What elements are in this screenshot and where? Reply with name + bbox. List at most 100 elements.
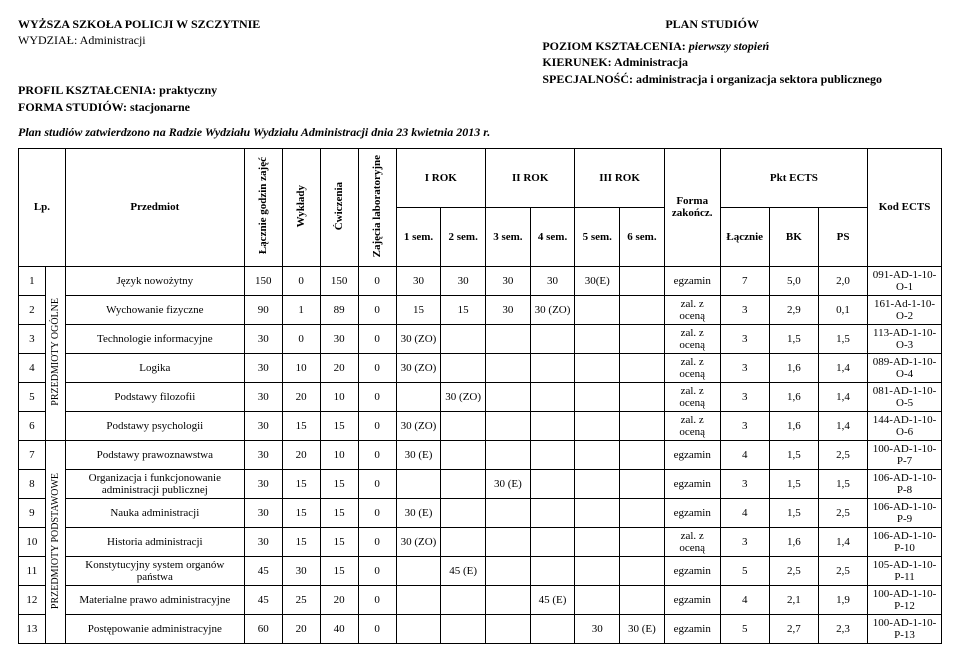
- cell-bk: 1,6: [769, 383, 818, 412]
- cell-form: egzamin: [664, 499, 720, 528]
- th-total-hours: Łącznie godzin zajęć: [244, 148, 282, 266]
- cell-s2: [441, 354, 486, 383]
- cell-wyk: 15: [282, 528, 320, 557]
- cell-wyk: 15: [282, 470, 320, 499]
- cell-subject: Organizacja i funkcjonowanie administrac…: [65, 470, 244, 499]
- group-ogolne-label: PRZEDMIOTY OGÓLNE: [50, 294, 61, 410]
- cell-s5: [575, 586, 620, 615]
- th-bk: BK: [769, 207, 818, 266]
- th-labs-text: Zajęcia laboratoryjne: [371, 151, 383, 261]
- cell-s6: [620, 557, 665, 586]
- cell-code: 161-Ad-1-10-O-2: [868, 296, 942, 325]
- cell-wyk: 1: [282, 296, 320, 325]
- cell-tot: 60: [244, 615, 282, 644]
- cell-s1: 30 (ZO): [396, 412, 441, 441]
- cell-lp: 2: [19, 296, 46, 325]
- cell-lab: 0: [358, 354, 396, 383]
- spec-line: SPECJALNOŚĆ: administracja i organizacja…: [542, 71, 882, 87]
- cell-lp: 8: [19, 470, 46, 499]
- cell-s3: [486, 354, 531, 383]
- cell-s1: [396, 470, 441, 499]
- th-rok1: I ROK: [396, 148, 485, 207]
- cell-wyk: 20: [282, 383, 320, 412]
- cell-s4: [530, 528, 575, 557]
- cell-bk: 1,5: [769, 470, 818, 499]
- cell-bk: 5,0: [769, 267, 818, 296]
- cell-cw: 10: [320, 383, 358, 412]
- cell-l: 3: [720, 354, 769, 383]
- cell-subject: Podstawy psychologii: [65, 412, 244, 441]
- cell-s4: [530, 441, 575, 470]
- cell-lab: 0: [358, 586, 396, 615]
- cell-form: zal. z oceną: [664, 354, 720, 383]
- cell-ps: 1,5: [818, 325, 867, 354]
- cell-ps: 2,5: [818, 557, 867, 586]
- cell-tot: 30: [244, 499, 282, 528]
- cell-l: 4: [720, 499, 769, 528]
- cell-wyk: 10: [282, 354, 320, 383]
- cell-s5: [575, 441, 620, 470]
- cell-s5: [575, 325, 620, 354]
- spec-value: administracja i organizacja sektora publ…: [636, 72, 882, 86]
- cell-lab: 0: [358, 557, 396, 586]
- cell-s5: [575, 354, 620, 383]
- level-line: POZIOM KSZTAŁCENIA: pierwszy stopień: [542, 38, 882, 54]
- cell-cw: 15: [320, 528, 358, 557]
- cell-code: 091-AD-1-10-O-1: [868, 267, 942, 296]
- cell-cw: 15: [320, 557, 358, 586]
- th-rok2: II ROK: [486, 148, 575, 207]
- cell-s4: [530, 354, 575, 383]
- cell-bk: 2,1: [769, 586, 818, 615]
- table-row: 11Konstytucyjny system organów państwa45…: [19, 557, 942, 586]
- cell-ps: 1,4: [818, 528, 867, 557]
- cell-s1: 30: [396, 267, 441, 296]
- cell-s1: 30 (ZO): [396, 528, 441, 557]
- cell-form: egzamin: [664, 615, 720, 644]
- cell-s2: [441, 499, 486, 528]
- cell-lab: 0: [358, 470, 396, 499]
- cell-code: 100-AD-1-10-P-7: [868, 441, 942, 470]
- table-body: 1PRZEDMIOTY OGÓLNEJęzyk nowożytny1500150…: [19, 267, 942, 644]
- cell-cw: 10: [320, 441, 358, 470]
- department-name: WYDZIAŁ: Administracji: [18, 32, 260, 48]
- cell-subject: Wychowanie fizyczne: [65, 296, 244, 325]
- cell-s4: [530, 470, 575, 499]
- cell-wyk: 20: [282, 441, 320, 470]
- direction-label: KIERUNEK:: [542, 55, 614, 69]
- cell-bk: 1,5: [769, 325, 818, 354]
- cell-s2: 30: [441, 267, 486, 296]
- cell-bk: 1,6: [769, 354, 818, 383]
- th-exercises-text: Ćwiczenia: [333, 178, 345, 234]
- cell-l: 3: [720, 528, 769, 557]
- cell-s1: 15: [396, 296, 441, 325]
- cell-s3: 30 (E): [486, 470, 531, 499]
- cell-s6: [620, 354, 665, 383]
- cell-s1: 30 (E): [396, 499, 441, 528]
- cell-bk: 1,5: [769, 499, 818, 528]
- cell-s2: [441, 441, 486, 470]
- th-form: Forma zakończ.: [664, 148, 720, 266]
- cell-cw: 15: [320, 470, 358, 499]
- cell-code: 113-AD-1-10-O-3: [868, 325, 942, 354]
- cell-s2: 45 (E): [441, 557, 486, 586]
- cell-s4: [530, 325, 575, 354]
- cell-s6: 30 (E): [620, 615, 665, 644]
- cell-form: zal. z oceną: [664, 296, 720, 325]
- cell-code: 081-AD-1-10-O-5: [868, 383, 942, 412]
- cell-s2: [441, 528, 486, 557]
- cell-lab: 0: [358, 499, 396, 528]
- cell-s3: [486, 499, 531, 528]
- cell-s5: [575, 470, 620, 499]
- cell-tot: 30: [244, 441, 282, 470]
- cell-ps: 1,5: [818, 470, 867, 499]
- cell-lab: 0: [358, 296, 396, 325]
- cell-cw: 20: [320, 354, 358, 383]
- th-code: Kod ECTS: [868, 148, 942, 266]
- cell-s6: [620, 470, 665, 499]
- th-exercises: Ćwiczenia: [320, 148, 358, 266]
- table-row: 10Historia administracji301515030 (ZO)za…: [19, 528, 942, 557]
- cell-ps: 1,4: [818, 354, 867, 383]
- cell-lp: 13: [19, 615, 46, 644]
- cell-lp: 10: [19, 528, 46, 557]
- cell-lp: 4: [19, 354, 46, 383]
